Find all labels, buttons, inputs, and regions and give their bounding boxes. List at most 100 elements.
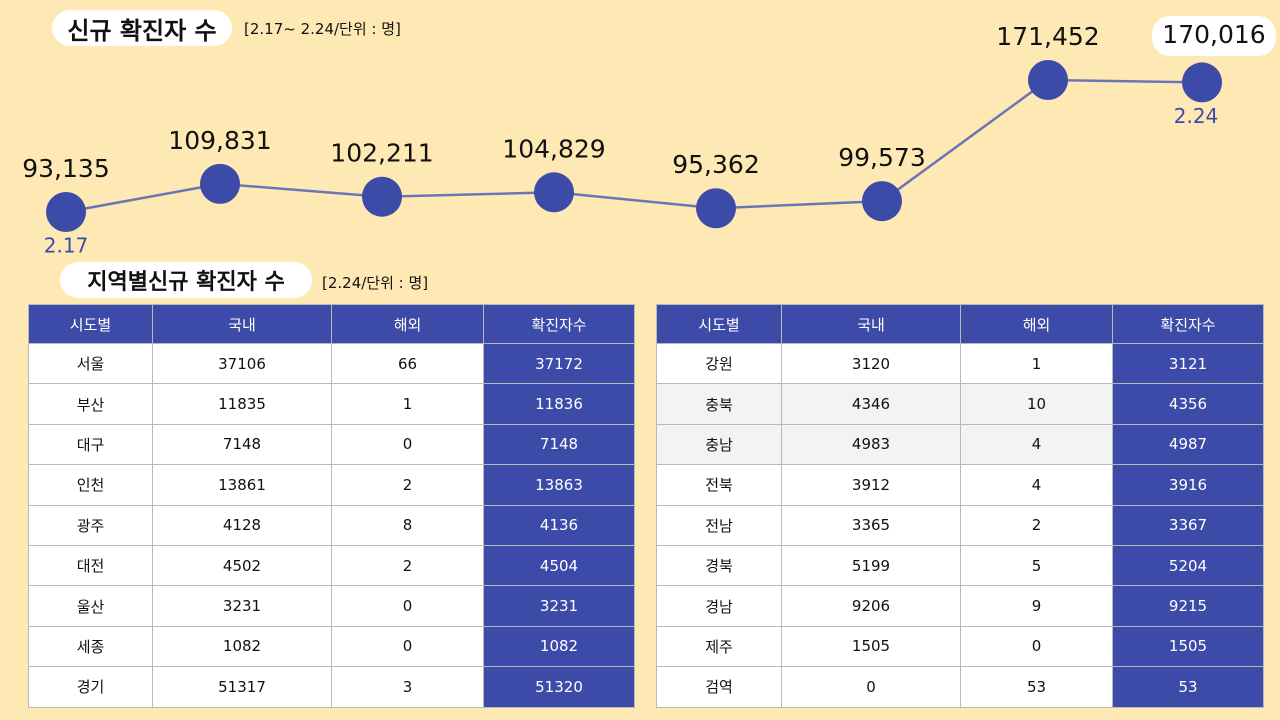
table-cell: 부산 (28, 383, 153, 425)
table-cell: 확진자수 (483, 304, 635, 344)
table-cell: 대전 (28, 544, 153, 587)
table-cell: 8 (331, 504, 484, 546)
table-row: 세종 1082 0 1082 (28, 625, 635, 668)
point (362, 176, 402, 217)
table-cell: 해외 (960, 304, 1113, 344)
table-row: 대구 7148 0 7148 (28, 423, 635, 466)
table-cell: 충북 (656, 383, 782, 425)
table-left: 시도별 국내 해외 확진자수 서울 37106 66 37172 부산 11835 1 11836 대구… (28, 304, 635, 708)
point (1028, 60, 1068, 100)
table-cell: 7148 (152, 423, 332, 466)
table-cell: 10 (960, 383, 1113, 425)
table-row: 제주 1505 0 1505 (656, 625, 1264, 668)
table-cell: 0 (331, 625, 484, 668)
table-cell: 3231 (152, 585, 332, 627)
chart-subtitle: [2.17~ 2.24/단위 : 명] (244, 20, 401, 38)
table-cell: 3367 (1112, 504, 1264, 546)
table-row: 충남 4983 4 4987 (656, 423, 1264, 466)
point (46, 192, 86, 232)
table-row: 인천 13861 2 13863 (28, 464, 635, 506)
table-cell: 11835 (152, 383, 332, 425)
table-cell: 51320 (483, 666, 635, 708)
table-row: 경북 5199 5 5204 (656, 544, 1264, 587)
value-label: 99,573 (838, 143, 925, 172)
table-cell: 4128 (152, 504, 332, 546)
value-label: 171,452 (996, 22, 1099, 51)
table-cell: 4 (960, 464, 1113, 506)
table-cell: 13861 (152, 464, 332, 506)
table-cell: 1082 (483, 625, 635, 668)
header-row: 시도별 국내 해외 확진자수 (656, 304, 1264, 344)
header-row: 시도별 국내 해외 확진자수 (28, 304, 635, 344)
table-cell: 3365 (781, 504, 961, 546)
table-row: 검역 0 53 53 (656, 666, 1264, 708)
point (1182, 62, 1222, 103)
table-cell: 경북 (656, 544, 782, 587)
table-cell: 세종 (28, 625, 153, 668)
table-cell: 제주 (656, 625, 782, 668)
table-row: 광주 4128 8 4136 (28, 504, 635, 546)
table-cell: 3912 (781, 464, 961, 506)
table-cell: 4987 (1112, 423, 1264, 466)
table-cell: 광주 (28, 504, 153, 546)
table-cell: 2 (960, 504, 1113, 546)
table-cell: 1 (331, 383, 484, 425)
table-cell: 13863 (483, 464, 635, 506)
table-cell: 1505 (781, 625, 961, 668)
table-cell: 1505 (1112, 625, 1264, 668)
point (534, 172, 574, 213)
table-cell: 울산 (28, 585, 153, 627)
table-cell: 4356 (1112, 383, 1264, 425)
table-cell: 5204 (1112, 544, 1264, 587)
table-cell: 경기 (28, 666, 153, 708)
table-cell: 9206 (781, 585, 961, 627)
table-cell: 4346 (781, 383, 961, 425)
table-cell: 37106 (152, 342, 332, 385)
table-cell: 53 (960, 666, 1113, 708)
value-label: 93,135 (22, 154, 109, 183)
table-cell: 7148 (483, 423, 635, 466)
point (200, 163, 240, 204)
table-cell: 53 (1112, 666, 1264, 708)
table-cell: 1082 (152, 625, 332, 668)
value-label: 104,829 (502, 134, 605, 163)
table-cell: 5199 (781, 544, 961, 587)
section-subtitle: [2.24/단위 : 명] (322, 274, 429, 292)
table-cell: 0 (331, 423, 484, 466)
label-pill (1152, 16, 1276, 56)
table-cell: 66 (331, 342, 484, 385)
table-cell: 시도별 (28, 304, 153, 344)
table-row: 경남 9206 9 9215 (656, 585, 1264, 627)
value-label: 102,211 (330, 139, 433, 168)
table-cell: 확진자수 (1112, 304, 1264, 344)
table-cell: 4502 (152, 544, 332, 587)
table-cell: 51317 (152, 666, 332, 708)
table-row: 전북 3912 4 3916 (656, 464, 1264, 506)
table-cell: 37172 (483, 342, 635, 385)
x-label: 2.17 (44, 234, 89, 258)
table-row: 강원 3120 1 3121 (656, 342, 1264, 385)
table-cell: 시도별 (656, 304, 782, 344)
table-cell: 강원 (656, 342, 782, 385)
table-cell: 검역 (656, 666, 782, 708)
line (65, 78, 1203, 214)
table-cell: 4136 (483, 504, 635, 546)
table-cell: 국내 (152, 304, 332, 344)
section-title: 지역별신규 확진자 수 (60, 262, 312, 298)
table-cell: 4504 (483, 544, 635, 587)
value-label: 170,016 (1162, 20, 1265, 49)
point (862, 181, 902, 222)
table-cell: 1 (960, 342, 1113, 385)
table-row: 서울 37106 66 37172 (28, 342, 635, 385)
table-cell: 4983 (781, 423, 961, 466)
table-cell: 0 (781, 666, 961, 708)
table-cell: 전남 (656, 504, 782, 546)
table-cell: 5 (960, 544, 1113, 587)
line-chart: 93,135 2.17 109,831 102,211 104,829 95,362 99,… (22, 16, 1276, 258)
table-cell: 3121 (1112, 342, 1264, 385)
table-cell: 대구 (28, 423, 153, 466)
point (696, 188, 736, 229)
table-cell: 서울 (28, 342, 153, 385)
table-cell: 경남 (656, 585, 782, 627)
